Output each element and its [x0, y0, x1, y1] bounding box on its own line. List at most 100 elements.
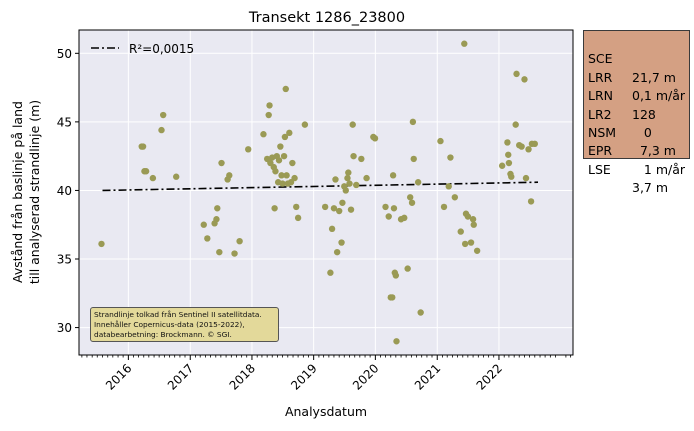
- data-point: [409, 118, 417, 126]
- data-point: [518, 143, 525, 150]
- data-point: [408, 199, 416, 206]
- y-tick-label: 40: [57, 184, 72, 198]
- stat-value: 7,3 m: [632, 143, 676, 159]
- data-point: [498, 162, 506, 169]
- data-point: [470, 221, 477, 228]
- data-point: [353, 181, 360, 189]
- data-point: [393, 338, 400, 345]
- data-point: [236, 237, 243, 245]
- data-point: [382, 203, 389, 211]
- x-tick-label: 2021: [412, 361, 443, 392]
- x-axis-label: Analysdatum: [285, 404, 367, 419]
- data-point: [339, 199, 346, 206]
- data-point: [346, 180, 353, 187]
- data-point: [98, 240, 105, 248]
- stat-label: LSE: [588, 161, 611, 177]
- data-point: [440, 203, 448, 211]
- plot-area: [79, 30, 573, 355]
- stat-row-lrn: LRN 128: [588, 69, 689, 121]
- data-point: [513, 70, 520, 78]
- data-point: [149, 174, 157, 182]
- data-point: [508, 173, 515, 180]
- data-point: [330, 205, 338, 212]
- stat-label: EPR: [588, 143, 613, 159]
- data-point: [469, 216, 477, 223]
- data-point: [265, 111, 272, 119]
- data-point: [445, 183, 452, 190]
- chart-title: Transekt 1286_23800: [248, 10, 405, 26]
- y-tick-label: 30: [57, 321, 72, 335]
- data-point: [522, 174, 530, 182]
- data-point: [525, 146, 532, 153]
- data-point: [401, 214, 408, 222]
- data-point: [371, 135, 379, 142]
- data-point: [291, 174, 298, 182]
- data-point: [218, 159, 225, 167]
- data-point: [467, 239, 475, 246]
- x-tick-label: 2019: [288, 361, 319, 392]
- data-point: [363, 174, 370, 182]
- x-axis: 2016 2017 2018 2019 2020 2021 2022: [81, 355, 572, 393]
- data-point: [214, 205, 221, 212]
- source-note: Strandlinje tolkad från Sentinel II sate…: [90, 307, 279, 342]
- data-point: [278, 172, 285, 179]
- data-point: [358, 155, 365, 163]
- stat-row-lse: LSE 3,7 m: [588, 142, 689, 195]
- data-point: [327, 269, 334, 276]
- stat-label: LRN: [588, 88, 613, 104]
- x-tick-label: 2018: [227, 361, 258, 392]
- y-tick-label: 35: [57, 253, 72, 267]
- data-point: [461, 240, 469, 248]
- data-point: [271, 205, 278, 212]
- data-point: [344, 174, 351, 182]
- data-point: [283, 172, 290, 179]
- stat-value: 0: [632, 124, 652, 140]
- stat-row-lr2: LR2 0: [588, 87, 689, 140]
- legend: R²=0,0015: [91, 42, 194, 56]
- stat-value: 1 m/år: [632, 161, 686, 177]
- data-point: [216, 248, 223, 256]
- data-point: [504, 139, 511, 146]
- y-axis-label-line2: till analyserad strandlinje (m): [27, 100, 42, 284]
- x-tick-label: 2017: [165, 361, 196, 392]
- stat-row-nsm: NSM 7,3 m: [588, 106, 689, 158]
- data-point: [461, 40, 468, 47]
- data-point: [505, 159, 513, 167]
- data-point: [158, 126, 165, 134]
- data-point: [406, 194, 414, 201]
- data-point: [505, 151, 512, 158]
- data-point: [289, 159, 296, 167]
- data-point: [280, 152, 288, 160]
- data-point: [142, 168, 150, 175]
- stat-row-sce: SCE 21,7 m: [588, 32, 689, 84]
- data-point: [385, 213, 392, 220]
- stat-value: 128: [632, 106, 656, 122]
- data-point: [226, 172, 233, 179]
- data-point: [414, 179, 422, 186]
- data-point: [512, 121, 519, 128]
- x-tick-label: 2016: [103, 361, 134, 392]
- x-tick-label: 2020: [350, 361, 381, 392]
- y-axis: 30 35 40 45 50: [57, 47, 79, 335]
- data-point: [417, 309, 424, 316]
- data-point: [282, 85, 289, 93]
- data-point: [392, 272, 400, 279]
- source-note-line: Innehåller Copernicus-data (2015-2022),: [94, 320, 245, 329]
- data-point: [347, 206, 355, 213]
- y-axis-label-line1: Avstånd från baslinje på land: [10, 101, 25, 283]
- data-point: [457, 228, 464, 235]
- data-point: [139, 143, 147, 150]
- legend-label: R²=0,0015: [129, 42, 194, 56]
- data-point: [349, 121, 356, 128]
- data-point: [332, 176, 339, 183]
- data-point: [204, 235, 211, 242]
- data-point: [350, 152, 357, 160]
- data-point: [333, 248, 341, 256]
- stat-row-epr: EPR 1 m/år: [588, 124, 689, 176]
- data-point: [437, 137, 444, 145]
- x-tick-label: 2022: [474, 361, 505, 392]
- stat-value: 3,7 m: [632, 180, 669, 196]
- data-point: [521, 76, 528, 83]
- data-point: [410, 155, 417, 163]
- grid-lines: [79, 30, 573, 355]
